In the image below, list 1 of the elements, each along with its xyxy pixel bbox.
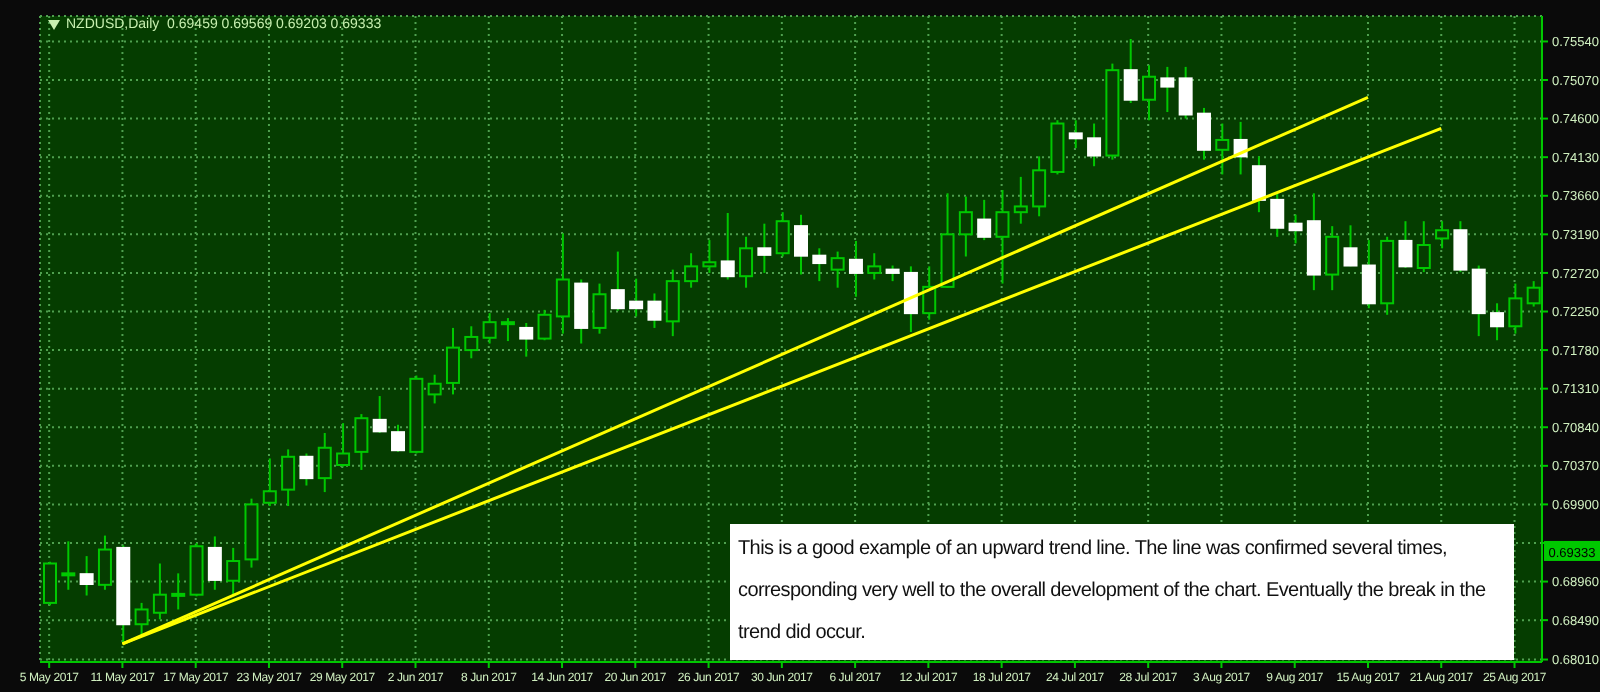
annotation: This is a good example of an upward trend line. The line was confirmed several times, corresponding very well to the overall development of the chart. Eventually the break in the trend did occur. <box>730 524 1514 660</box>
